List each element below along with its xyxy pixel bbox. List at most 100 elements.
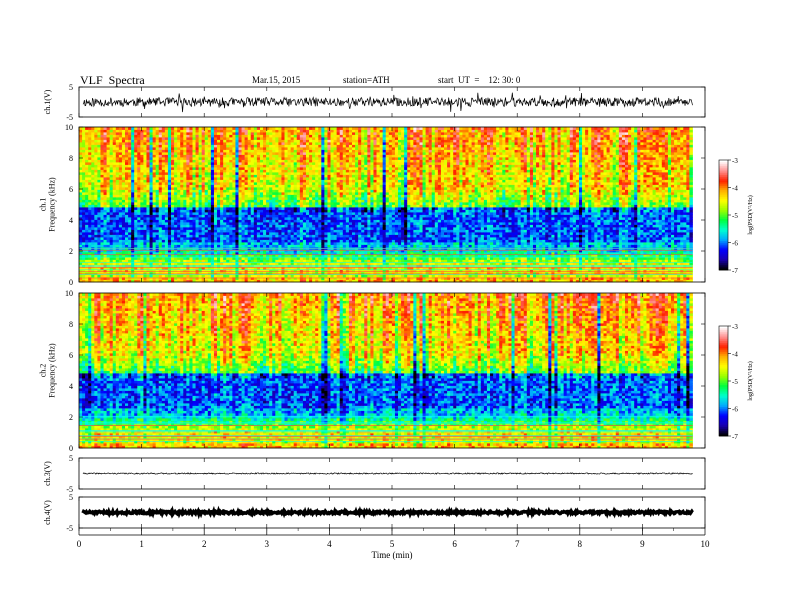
spectrogram-cell	[85, 205, 88, 208]
spectrogram-cell	[245, 217, 248, 220]
spectrogram-cell	[248, 177, 251, 180]
spectrogram-cell	[162, 205, 165, 208]
spectrogram-cell	[119, 217, 122, 220]
spectrogram-cell	[107, 162, 110, 165]
spectrogram-cell	[177, 170, 180, 173]
spectrogram-cell	[88, 182, 91, 185]
spectrogram-cell	[251, 167, 254, 170]
spectrogram-cell	[257, 177, 260, 180]
spectrogram-cell	[263, 240, 266, 243]
spectrogram-cell	[232, 130, 235, 133]
spectrogram-cell	[235, 227, 238, 230]
spectrogram-cell	[153, 172, 156, 175]
spectrogram-cell	[272, 192, 275, 195]
spectrogram-cell	[192, 150, 195, 153]
spectrogram-cell	[303, 150, 306, 153]
spectrogram-cell	[269, 165, 272, 168]
spectrogram-cell	[223, 185, 226, 188]
spectrogram-cell	[104, 192, 107, 195]
spectrogram-cell	[82, 195, 85, 198]
spectrogram-cell	[107, 170, 110, 173]
spectrogram-cell	[260, 220, 263, 223]
spectrogram-cell	[232, 180, 235, 183]
spectrogram-cell	[266, 187, 269, 190]
spectrogram-cell	[199, 235, 202, 238]
spectrogram-cell	[294, 135, 297, 138]
spectrogram-cell	[146, 190, 149, 193]
spectrogram-cell	[309, 207, 312, 210]
spectrogram-cell	[214, 205, 217, 208]
spectrogram-cell	[137, 162, 140, 165]
spectrogram-cell	[269, 162, 272, 165]
spectrogram-cell	[229, 195, 232, 198]
spectrogram-cell	[165, 130, 168, 133]
spectrogram-cell	[318, 222, 321, 225]
spectrogram-cell	[235, 185, 238, 188]
spectrogram-cell	[275, 245, 278, 248]
spectrogram-cell	[281, 167, 284, 170]
spectrogram-cell	[202, 182, 205, 185]
spectrogram-cell	[156, 277, 159, 280]
spectrogram-cell	[211, 132, 214, 135]
spectrogram-cell	[97, 182, 100, 185]
spectrogram-cell	[242, 150, 245, 153]
spectrogram-cell	[260, 210, 263, 213]
spectrogram-cell	[294, 152, 297, 155]
spectrogram-cell	[128, 230, 131, 233]
spectrogram-cell	[97, 215, 100, 218]
spectrogram-cell	[177, 227, 180, 230]
spectrogram-cell	[269, 217, 272, 220]
spectrogram-cell	[186, 227, 189, 230]
spectrogram-cell	[168, 202, 171, 205]
spectrogram-cell	[257, 145, 260, 148]
spectrogram-cell	[217, 260, 220, 263]
spectrogram-cell	[88, 197, 91, 200]
spectrogram-cell	[285, 195, 288, 198]
spectrogram-cell	[88, 167, 91, 170]
spectrogram-cell	[278, 240, 281, 243]
spectrogram-cell	[199, 140, 202, 143]
spectrogram-cell	[223, 235, 226, 238]
spectrogram-cell	[104, 202, 107, 205]
spectrogram-cell	[177, 177, 180, 180]
spectrogram-cell	[128, 242, 131, 245]
spectrogram-cell	[220, 227, 223, 230]
spectrogram-cell	[110, 225, 113, 228]
spectrogram-cell	[113, 127, 116, 130]
spectrogram-cell	[143, 165, 146, 168]
spectrogram-cell	[125, 172, 128, 175]
spectrogram-cell	[85, 195, 88, 198]
spectrogram-cell	[85, 142, 88, 145]
spectrogram-cell	[180, 165, 183, 168]
spectrogram-cell	[239, 150, 242, 153]
spectrogram-cell	[150, 220, 153, 223]
spectrogram-cell	[153, 165, 156, 168]
spectrogram-cell	[137, 232, 140, 235]
spectrogram-cell	[309, 277, 312, 280]
spectrogram-cell	[171, 240, 174, 243]
spectrogram-cell	[156, 210, 159, 213]
spectrogram-cell	[110, 142, 113, 145]
spectrogram-cell	[196, 182, 199, 185]
spectrogram-cell	[107, 167, 110, 170]
spectrogram-cell	[156, 127, 159, 130]
spectrogram-cell	[220, 147, 223, 150]
spectrogram-cell	[278, 135, 281, 138]
spectrogram-cell	[248, 242, 251, 245]
spectrogram-cell	[91, 225, 94, 228]
spectrogram-cell	[165, 215, 168, 218]
spectrogram-cell	[318, 152, 321, 155]
spectrogram-cell	[245, 185, 248, 188]
spectrogram-cell	[150, 217, 153, 220]
spectrogram-cell	[186, 167, 189, 170]
spectrogram-cell	[119, 155, 122, 158]
spectrogram-cell	[226, 147, 229, 150]
spectrogram-cell	[315, 127, 318, 130]
spectrogram-cell	[306, 150, 309, 153]
spectrogram-cell	[318, 232, 321, 235]
spectrogram-cell	[260, 237, 263, 240]
spectrogram-cell	[275, 225, 278, 228]
spectrogram-cell	[315, 230, 318, 233]
spectrogram-cell	[162, 182, 165, 185]
